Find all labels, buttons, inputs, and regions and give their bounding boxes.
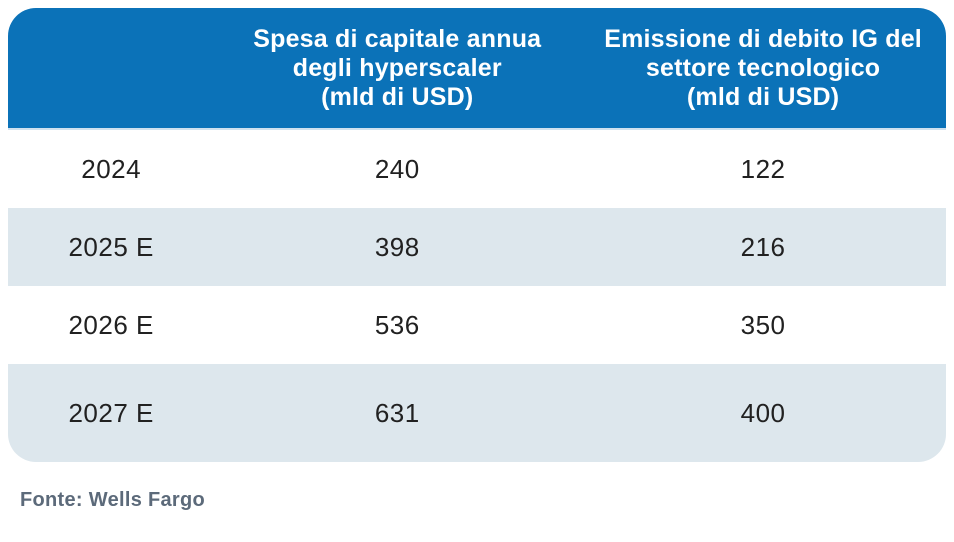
capex-debt-table: Spesa di capitale annua degli hyperscale… xyxy=(8,8,946,462)
table-row: 2024 240 122 xyxy=(8,130,946,208)
cell-capex: 631 xyxy=(374,397,420,428)
table-row: 2026 E 536 350 xyxy=(8,286,946,364)
cell-capex: 398 xyxy=(374,231,420,262)
header-cell-capex: Spesa di capitale annua degli hyperscale… xyxy=(253,24,542,111)
table-header-row: Spesa di capitale annua degli hyperscale… xyxy=(8,8,946,130)
table-row: 2025 E 398 216 xyxy=(8,208,946,286)
table-row: 2027 E 631 400 xyxy=(8,364,946,462)
cell-debt: 122 xyxy=(740,153,786,184)
cell-year: 2025 E xyxy=(68,231,154,262)
source-note: Fonte: Wells Fargo xyxy=(20,489,206,511)
cell-year: 2024 xyxy=(81,153,142,184)
cell-capex: 240 xyxy=(374,153,420,184)
header-cell-debt: Emissione di debito IG del settore tecno… xyxy=(604,24,922,111)
cell-debt: 216 xyxy=(740,231,786,262)
cell-year: 2027 E xyxy=(68,397,154,428)
cell-debt: 350 xyxy=(740,309,786,340)
cell-capex: 536 xyxy=(374,309,420,340)
cell-debt: 400 xyxy=(740,397,786,428)
cell-year: 2026 E xyxy=(68,309,154,340)
